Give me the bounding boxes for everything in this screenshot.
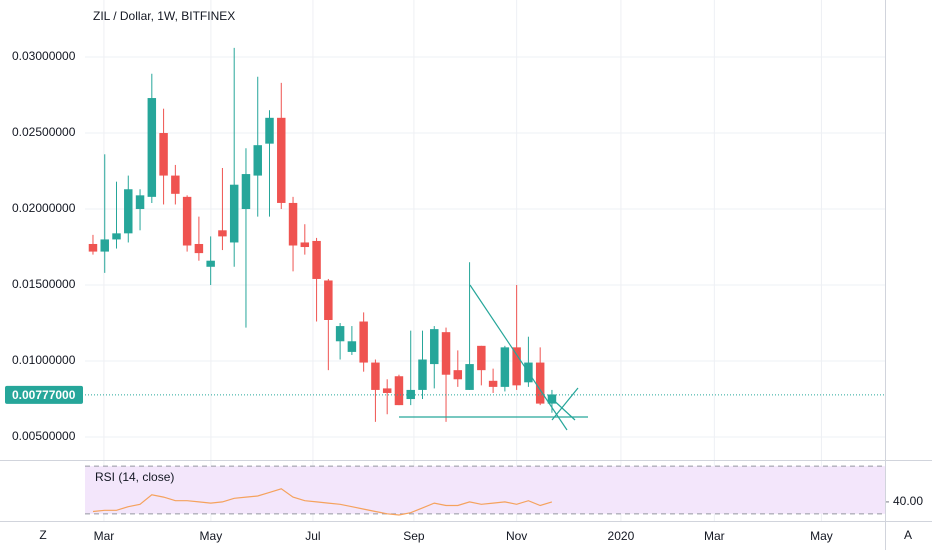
candle-body [218, 230, 227, 237]
candle-body [488, 380, 498, 387]
candle-body [371, 362, 380, 390]
candle-body [359, 321, 368, 363]
candle-body [453, 370, 463, 380]
candle-body [324, 280, 333, 320]
candle-body [194, 243, 204, 254]
candle-body [171, 175, 180, 194]
candle-body [159, 133, 168, 176]
candle-body [124, 189, 133, 234]
rsi-line [92, 488, 553, 516]
x-tick-label: Mar [704, 529, 725, 543]
y-tick-label: 0.01000000 [12, 353, 76, 367]
candle-body [229, 184, 239, 243]
rsi-pane: 40.00 [85, 465, 923, 516]
candle-body [288, 202, 298, 246]
candle-body [135, 195, 145, 210]
candle-body [100, 239, 109, 252]
candle-body [394, 376, 404, 406]
candle-body [406, 389, 415, 400]
y-tick-label: 0.02000000 [12, 201, 76, 215]
auto-scale-button[interactable]: A [904, 528, 912, 542]
timezone-button[interactable]: Z [39, 528, 46, 542]
candle-body [112, 233, 121, 240]
candle-body [430, 329, 439, 365]
candle-body [335, 326, 345, 342]
candle-body [382, 388, 392, 393]
candle-body [535, 362, 545, 404]
x-tick-label: 2020 [608, 529, 635, 543]
last-price-badge [5, 385, 83, 404]
rsi-title: RSI (14, close) [95, 470, 174, 484]
candle-body [477, 345, 486, 371]
x-tick-label: May [810, 529, 833, 543]
candle-body [465, 364, 474, 390]
candle-body [312, 240, 321, 279]
candle-body [265, 117, 274, 144]
candle-body [512, 347, 521, 386]
rsi-value-label: 40.00 [893, 494, 923, 508]
candle-body [300, 242, 310, 248]
x-tick-label: Mar [94, 529, 115, 543]
trend-line [551, 387, 579, 421]
grid-layer: 0.00500000 0.01000000 0.01500000 0.02000000… [12, 0, 885, 543]
candle-body [206, 260, 215, 267]
candle-body [441, 332, 451, 375]
last-price-label: 0.00777000 [12, 388, 76, 402]
y-tick-label: 0.01500000 [12, 277, 76, 291]
chart-title: ZIL / Dollar, 1W, BITFINEX [93, 9, 235, 23]
y-tick-label: 0.03000000 [12, 49, 76, 63]
candle-body [277, 117, 286, 203]
trend-line [469, 284, 568, 431]
candle-body [147, 98, 157, 197]
candle-body [418, 359, 427, 390]
x-tick-label: Sep [403, 529, 425, 543]
candle-body [88, 243, 98, 252]
x-tick-label: Nov [506, 529, 527, 543]
x-tick-label: Jul [305, 529, 320, 543]
candle-body [347, 341, 357, 352]
y-tick-label: 0.02500000 [12, 125, 76, 139]
y-tick-label: 0.00500000 [12, 429, 76, 443]
candle-body [253, 145, 262, 176]
candle-body [500, 347, 510, 387]
trend-line [547, 394, 576, 421]
candle-body [182, 196, 192, 246]
candle-layer: 0.00777000 [5, 47, 885, 422]
candle-body [241, 174, 251, 210]
drawing-tools [399, 284, 588, 431]
rsi-band [85, 466, 885, 514]
x-tick-label: May [200, 529, 223, 543]
